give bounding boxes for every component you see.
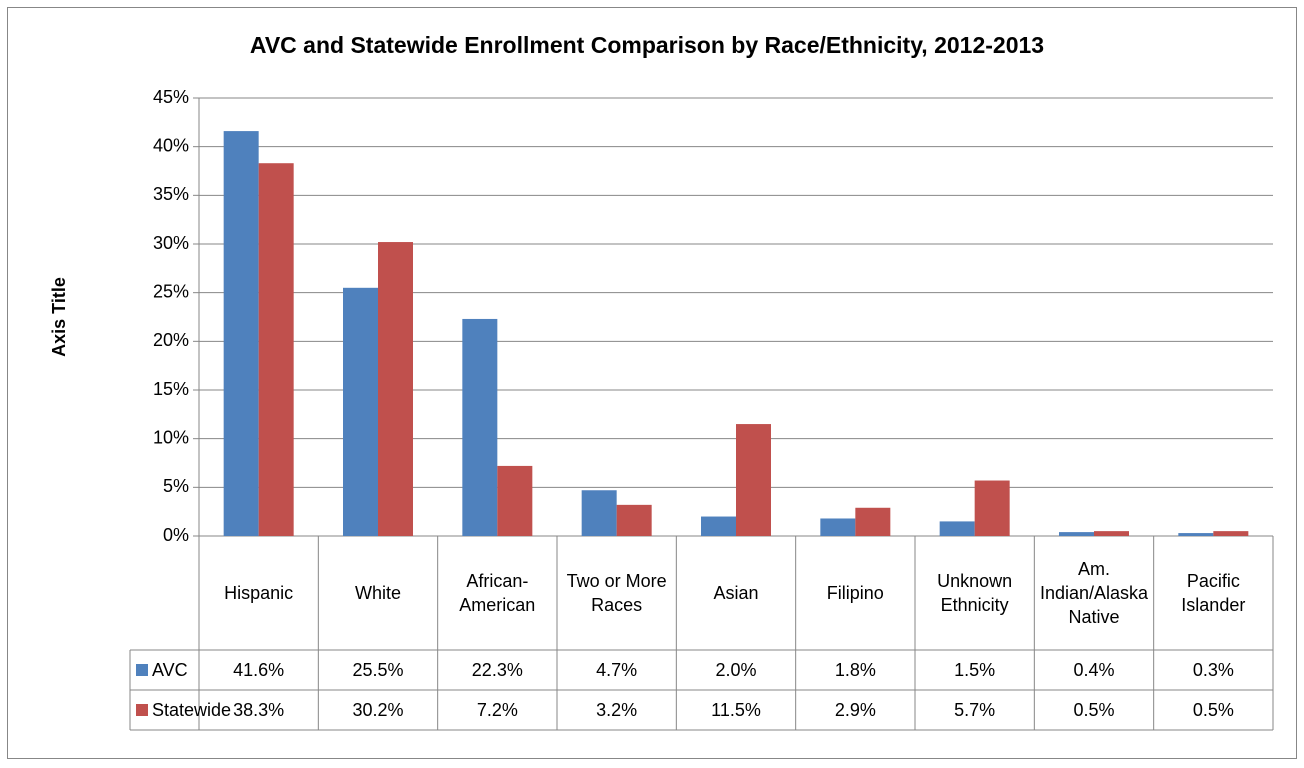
table-value: 1.8% xyxy=(835,660,876,680)
table-value: 0.5% xyxy=(1073,700,1114,720)
table-value: 4.7% xyxy=(596,660,637,680)
y-tick-label: 5% xyxy=(163,476,189,496)
bar xyxy=(1213,531,1249,536)
bar xyxy=(378,242,413,536)
bar xyxy=(1178,533,1214,536)
table-value: 22.3% xyxy=(472,660,523,680)
legend-swatch xyxy=(136,664,148,676)
table-value: 38.3% xyxy=(233,700,284,720)
y-tick-label: 45% xyxy=(153,87,189,107)
x-tick-label: Two or More Races xyxy=(566,571,667,615)
y-tick-label: 25% xyxy=(153,281,189,301)
bar xyxy=(462,318,498,536)
y-tick-label: 30% xyxy=(153,233,189,253)
bar xyxy=(497,465,533,536)
bar xyxy=(343,287,378,536)
table-value: 0.4% xyxy=(1073,660,1114,680)
y-tick-label: 0% xyxy=(163,525,189,545)
chart-border xyxy=(7,7,1297,759)
x-tick-label: Hispanic xyxy=(224,583,294,603)
legend-label: Statewide xyxy=(152,700,231,720)
bar xyxy=(1059,532,1094,536)
table-value: 41.6% xyxy=(233,660,284,680)
x-tick-label: Filipino xyxy=(826,583,884,603)
table-value: 0.5% xyxy=(1193,700,1234,720)
table-value: 7.2% xyxy=(477,700,518,720)
table-value: 2.9% xyxy=(835,700,876,720)
bar xyxy=(616,504,652,536)
bar xyxy=(820,518,856,536)
table-value: 5.7% xyxy=(954,700,995,720)
table-value: 25.5% xyxy=(352,660,403,680)
y-tick-label: 15% xyxy=(153,379,189,399)
table-value: 1.5% xyxy=(954,660,995,680)
table-value: 3.2% xyxy=(596,700,637,720)
x-tick-label: African-American xyxy=(459,571,536,615)
x-tick-label: White xyxy=(354,583,401,603)
table-value: 2.0% xyxy=(715,660,756,680)
x-tick-label: Asian xyxy=(713,583,759,603)
bar xyxy=(1094,531,1129,536)
y-tick-label: 40% xyxy=(153,135,189,155)
bar xyxy=(701,516,736,536)
y-axis-title: Axis Title xyxy=(49,277,69,357)
x-tick-label: Unknown Ethnicity xyxy=(937,571,1013,615)
y-tick-label: 10% xyxy=(153,427,189,447)
bar xyxy=(258,163,294,537)
legend-label: AVC xyxy=(152,660,188,680)
legend-swatch xyxy=(136,704,148,716)
bar xyxy=(974,480,1010,536)
table-value: 0.3% xyxy=(1193,660,1234,680)
x-tick-label: Am. Indian/Alaska Native xyxy=(1039,559,1149,627)
table-value: 30.2% xyxy=(352,700,403,720)
bar xyxy=(736,424,771,536)
bar xyxy=(855,507,891,536)
bar xyxy=(939,521,975,536)
bar xyxy=(223,131,259,537)
table-value: 11.5% xyxy=(711,700,761,720)
y-tick-label: 35% xyxy=(153,184,189,204)
x-tick-label: Pacific Islander xyxy=(1181,571,1246,615)
chart-title: AVC and Statewide Enrollment Comparison … xyxy=(250,32,1044,58)
bar xyxy=(581,490,617,536)
y-tick-label: 20% xyxy=(153,330,189,350)
